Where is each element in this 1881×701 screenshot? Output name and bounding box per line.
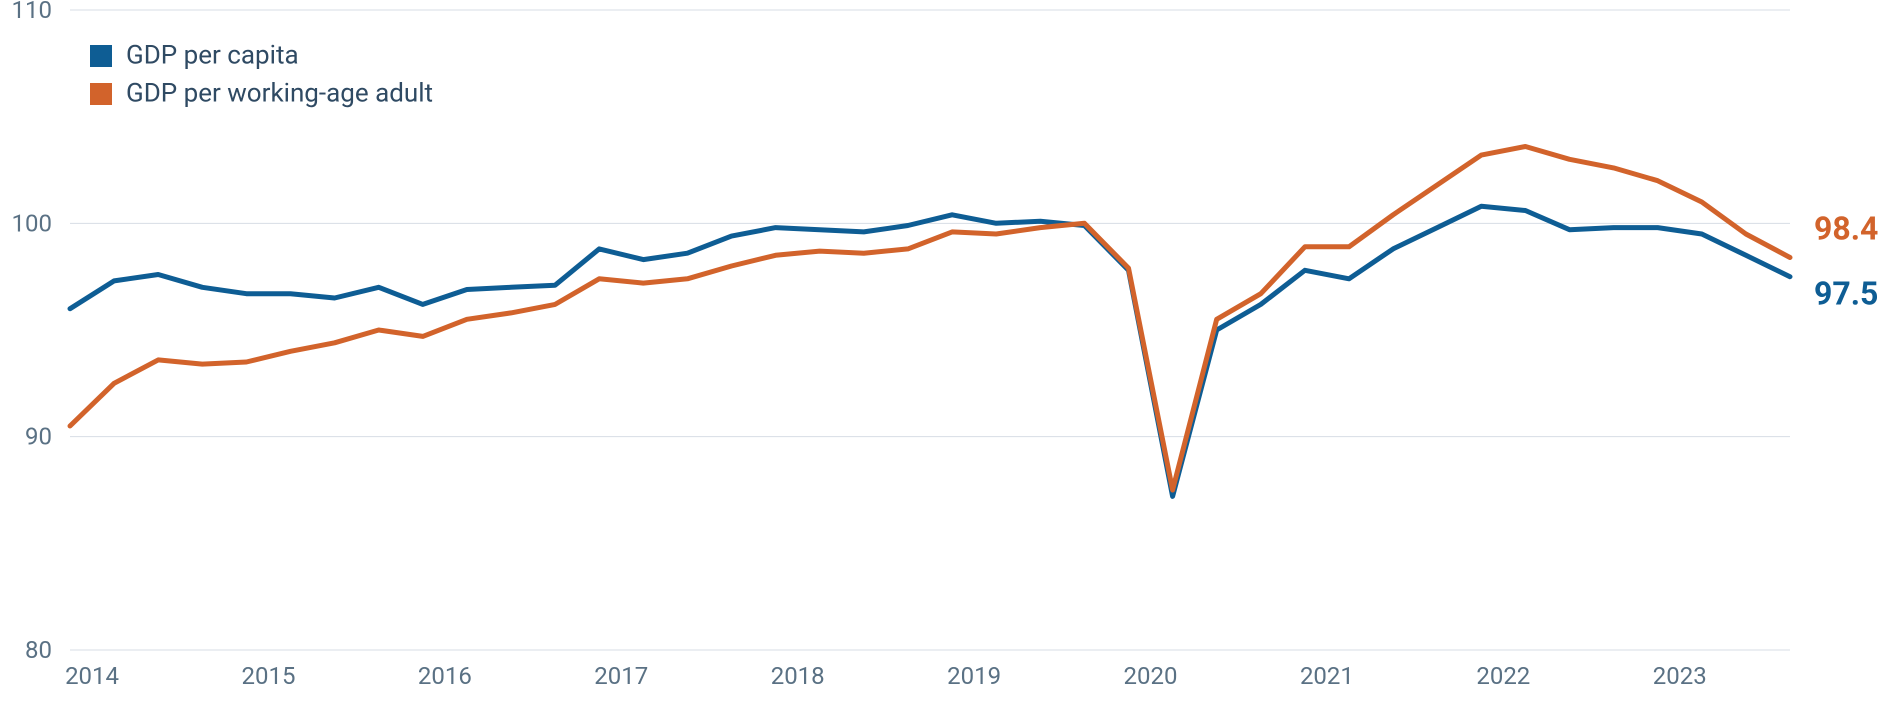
legend-swatch-gdp_per_capita [90,45,112,67]
x-tick-label: 2016 [418,662,472,690]
legend-label-gdp_per_capita: GDP per capita [126,41,299,71]
x-tick-label: 2014 [65,662,119,690]
x-tick-label: 2017 [594,662,648,690]
x-tick-label: 2019 [947,662,1001,690]
y-tick-label: 110 [12,0,52,24]
x-tick-label: 2023 [1653,662,1707,690]
x-tick-label: 2021 [1300,662,1354,690]
legend-swatch-gdp_per_working_age [90,83,112,105]
y-tick-label: 90 [25,423,52,451]
x-tick-label: 2020 [1124,662,1178,690]
legend-label-gdp_per_working_age: GDP per working-age adult [126,79,433,109]
end-label-gdp_per_working_age: 98.4 [1814,209,1878,247]
gdp-line-chart: 80 90 100 110 2014 2015 2016 2017 2018 2019 2020 20… [0,0,1881,701]
y-tick-label: 80 [25,636,52,664]
chart-svg: 80 90 100 110 2014 2015 2016 2017 2018 2019 2020 20… [0,0,1881,701]
y-tick-label: 100 [12,209,52,237]
end-label-gdp_per_capita: 97.5 [1814,275,1878,313]
x-tick-label: 2018 [771,662,825,690]
x-tick-label: 2015 [241,662,295,690]
x-tick-label: 2022 [1476,662,1530,690]
